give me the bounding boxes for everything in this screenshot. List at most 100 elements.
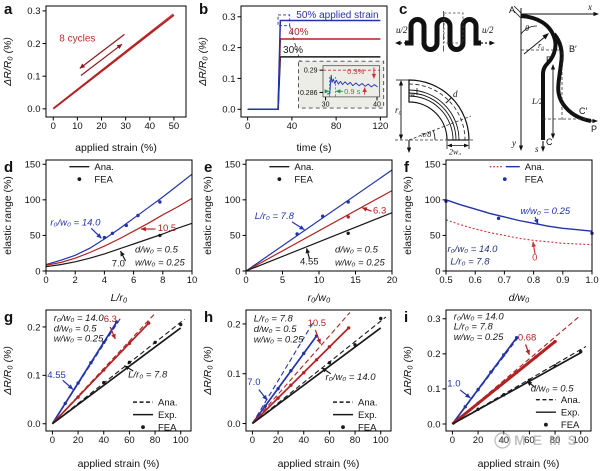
svg-text:L/r₀ = 7.8: L/r₀ = 7.8 (450, 257, 490, 268)
svg-text:6: 6 (131, 275, 136, 286)
svg-text:100: 100 (25, 195, 41, 206)
svg-text:0.3: 0.3 (27, 6, 40, 17)
svg-text:0.3%: 0.3% (347, 67, 364, 76)
svg-text:applied strain (%): applied strain (%) (78, 458, 160, 470)
label-Cp: C′ (579, 106, 587, 116)
svg-text:0: 0 (51, 121, 56, 132)
svg-text:FEA: FEA (525, 174, 544, 185)
svg-text:150: 150 (25, 160, 41, 171)
svg-text:r₀/w₀ = 14.0: r₀/w₀ = 14.0 (454, 311, 505, 322)
svg-text:0: 0 (450, 435, 455, 446)
svg-text:150: 150 (425, 160, 441, 171)
svg-text:100: 100 (225, 195, 241, 206)
svg-text:0.2: 0.2 (27, 39, 40, 50)
svg-text:FEA: FEA (94, 174, 113, 185)
svg-text:0.2: 0.2 (222, 43, 235, 54)
label-pi8: π/8 (421, 130, 431, 139)
svg-text:0: 0 (245, 121, 250, 132)
svg-text:r₀/w₀ = 14.0: r₀/w₀ = 14.0 (447, 244, 498, 255)
arrow-down-icon (550, 133, 556, 139)
svg-text:FEA: FEA (294, 174, 313, 185)
svg-text:FEA: FEA (358, 422, 377, 433)
svg-text:7.0: 7.0 (247, 377, 260, 388)
svg-text:r₀/w₀ = 14.0: r₀/w₀ = 14.0 (54, 313, 105, 324)
label-2w0: 2w₀ (449, 148, 461, 156)
svg-text:40: 40 (373, 101, 381, 108)
panel-letter-c: c (399, 1, 408, 18)
panel-e: e 0 5 10 15 20 0 50 100 150 r₀/w₀ elastic range (%… (200, 155, 400, 305)
svg-text:4.55: 4.55 (47, 370, 66, 381)
label-y: y (511, 138, 516, 148)
chart-e: 0 5 10 15 20 0 50 100 150 r₀/w₀ elastic range (%) L… (202, 159, 397, 304)
svg-text:0.2: 0.2 (227, 319, 240, 330)
svg-text:50: 50 (169, 121, 180, 132)
svg-text:6.3: 6.3 (373, 205, 386, 216)
panel-d: d 0 2 4 6 8 10 0 50 100 150 L/r₀ elastic range (%) r… (0, 155, 200, 305)
svg-text:0: 0 (43, 275, 48, 286)
label-s: s (535, 144, 539, 154)
svg-text:50: 50 (430, 231, 441, 242)
svg-text:0.0: 0.0 (222, 105, 235, 116)
panel-b: b 0 40 80 120 0.0 0.1 0.2 0.3 time (s) ΔR/R₀ (%) 5… (195, 0, 395, 155)
label-d: d (453, 89, 458, 99)
svg-text:0.8: 0.8 (527, 275, 540, 286)
svg-text:10: 10 (72, 121, 83, 132)
svg-text:Ana.: Ana. (358, 397, 378, 408)
svg-text:w/w₀ = 0.25: w/w₀ = 0.25 (254, 334, 304, 345)
serpentine-shape (405, 17, 481, 52)
svg-text:0.0: 0.0 (27, 419, 40, 430)
svg-text:ΔR/R₀ (%): ΔR/R₀ (%) (2, 37, 14, 87)
svg-text:0.286: 0.286 (300, 90, 318, 97)
svg-text:30%: 30% (283, 45, 303, 56)
chart-i: 0 20 40 60 80 100 0.0 0.1 0.2 0.3 applied strain (… (402, 309, 592, 470)
chart-h: 0 20 40 60 80 100 0.0 0.1 0.2 applied strain (%) Δ… (202, 309, 392, 470)
theta-arc (520, 25, 538, 35)
label-x: x (587, 2, 592, 12)
svg-text:0.9: 0.9 (556, 275, 569, 286)
trace-arc-3 (408, 89, 460, 141)
d-tick (445, 97, 452, 104)
panel-f: f 0.5 0.6 0.7 0.8 0.9 1.0 0 50 100 150 d/w₀ elastic… (400, 155, 600, 305)
arrow-down-icon (406, 147, 412, 153)
svg-text:60: 60 (324, 435, 335, 446)
svg-text:r₀/w₀ = 14.0: r₀/w₀ = 14.0 (50, 217, 101, 228)
svg-text:30: 30 (322, 101, 330, 108)
svg-text:elastic range (%): elastic range (%) (402, 176, 414, 255)
panel-g: g 0 20 40 60 80 100 0.0 0.1 0.2 applied strain (%… (0, 305, 200, 471)
svg-text:80: 80 (150, 435, 161, 446)
svg-text:0: 0 (243, 275, 248, 286)
svg-text:20: 20 (273, 435, 284, 446)
svg-text:20: 20 (73, 435, 84, 446)
svg-text:d/w₀ = 0.5: d/w₀ = 0.5 (254, 324, 298, 335)
panel-letter-h: h (204, 309, 214, 326)
svg-text:Exp.: Exp. (561, 408, 580, 419)
svg-text:w/w₀ = 0.25: w/w₀ = 0.25 (135, 257, 185, 268)
svg-text:80: 80 (350, 435, 361, 446)
panel-letter-e: e (204, 159, 213, 176)
svg-text:0.7: 0.7 (498, 275, 511, 286)
svg-text:w/w₀ = 0.25: w/w₀ = 0.25 (454, 332, 504, 343)
svg-text:0.3: 0.3 (222, 12, 235, 23)
svg-text:d/w₀ = 0.5: d/w₀ = 0.5 (135, 245, 179, 256)
svg-text:time (s): time (s) (297, 142, 332, 154)
svg-text:50: 50 (230, 231, 241, 242)
svg-text:100: 100 (373, 435, 389, 446)
label-P: P (591, 124, 597, 134)
svg-text:r₀/w₀ = 14.0: r₀/w₀ = 14.0 (326, 372, 377, 383)
svg-text:0: 0 (50, 435, 55, 446)
svg-text:d/w₀: d/w₀ (509, 292, 530, 304)
svg-text:d/w₀ = 0.5: d/w₀ = 0.5 (335, 245, 379, 256)
chart-g: 0 20 40 60 80 100 0.0 0.1 0.2 applied strain (%) Δ… (2, 309, 192, 470)
undeformed-curve (520, 14, 558, 140)
label-B: B (546, 55, 552, 65)
label-theta: θ (525, 23, 529, 33)
svg-text:L/r₀: L/r₀ (111, 292, 128, 304)
svg-text:15: 15 (350, 275, 361, 286)
svg-text:elastic range (%): elastic range (%) (2, 176, 14, 255)
svg-text:elastic range (%): elastic range (%) (202, 176, 214, 255)
arrow-icon (542, 33, 549, 40)
label-Bp: B′ (569, 44, 577, 54)
svg-text:L/r₀ = 7.8: L/r₀ = 7.8 (454, 322, 494, 333)
trace-arc-2 (408, 92, 457, 141)
arrow-right-icon (489, 40, 495, 46)
